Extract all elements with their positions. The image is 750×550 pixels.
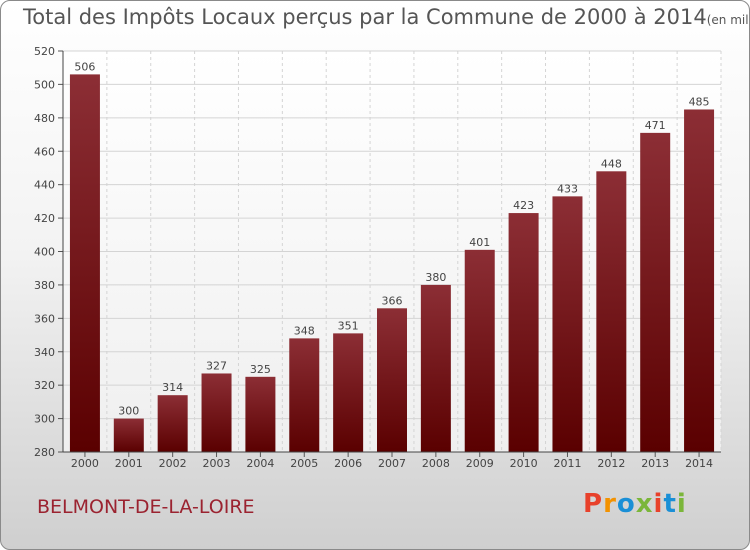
bar: [596, 171, 627, 453]
bar-value-label: 401: [469, 236, 490, 249]
bar-value-label: 314: [162, 381, 183, 394]
bar: [157, 395, 188, 452]
y-tick-label: 280: [34, 446, 55, 459]
x-tick-label: 2011: [553, 457, 581, 470]
logo-letter: x: [635, 489, 654, 519]
bar: [201, 373, 232, 452]
y-tick-label: 420: [34, 212, 55, 225]
y-tick-label: 480: [34, 112, 55, 125]
bar: [464, 249, 495, 452]
logo-letter: o: [616, 489, 636, 519]
bar-value-label: 448: [601, 157, 622, 170]
bar: [640, 132, 671, 452]
commune-name: BELMONT-DE-LA-LOIRE: [37, 496, 255, 518]
x-tick-label: 2013: [641, 457, 669, 470]
bar: [420, 284, 451, 452]
bar-value-label: 506: [74, 60, 95, 73]
y-tick-label: 300: [34, 413, 55, 426]
y-tick-label: 460: [34, 145, 55, 158]
x-tick-label: 2012: [597, 457, 625, 470]
bar: [245, 376, 276, 452]
title-unit: (en milliers d'€): [706, 13, 750, 27]
bar-value-label: 485: [689, 95, 710, 108]
chart-title: Total des Impôts Locaux perçus par la Co…: [23, 5, 750, 29]
bar-value-label: 366: [382, 294, 403, 307]
bar: [113, 418, 144, 452]
bar-value-label: 433: [557, 182, 578, 195]
logo-letter: P: [583, 489, 604, 519]
x-tick-label: 2004: [246, 457, 274, 470]
bar: [69, 74, 100, 453]
x-tick-label: 2003: [203, 457, 231, 470]
bar-value-label: 325: [250, 363, 271, 376]
bar: [684, 109, 715, 453]
proxiti-logo: Proxiti: [583, 489, 687, 519]
bar-value-label: 348: [294, 324, 315, 337]
x-tick-label: 2001: [115, 457, 143, 470]
bar: [289, 338, 320, 452]
x-tick-label: 2000: [71, 457, 99, 470]
bar-value-label: 300: [118, 405, 139, 418]
y-tick-label: 400: [34, 246, 55, 259]
bar-value-label: 351: [338, 319, 359, 332]
y-tick-label: 520: [34, 45, 55, 58]
bar-value-label: 327: [206, 359, 227, 372]
x-tick-label: 2008: [422, 457, 450, 470]
logo-letter: i: [653, 489, 664, 519]
x-tick-label: 2009: [466, 457, 494, 470]
bar-value-label: 423: [513, 199, 534, 212]
y-tick-label: 360: [34, 312, 55, 325]
x-tick-label: 2005: [290, 457, 318, 470]
bar-value-label: 380: [425, 271, 446, 284]
title-main: Total des Impôts Locaux perçus par la Co…: [23, 5, 707, 29]
bar: [508, 213, 539, 452]
x-tick-label: 2007: [378, 457, 406, 470]
logo-letter: i: [676, 489, 687, 519]
bar-value-label: 471: [645, 119, 666, 132]
x-tick-label: 2002: [159, 457, 187, 470]
bar: [377, 308, 407, 452]
y-tick-label: 340: [34, 346, 55, 359]
y-tick-label: 320: [34, 379, 55, 392]
x-tick-label: 2006: [334, 457, 362, 470]
logo-letter: r: [603, 489, 617, 519]
x-tick-label: 2014: [685, 457, 713, 470]
bar: [552, 196, 583, 452]
y-tick-label: 500: [34, 78, 55, 91]
y-tick-label: 440: [34, 179, 55, 192]
logo-letter: t: [663, 489, 677, 519]
y-tick-label: 380: [34, 279, 55, 292]
x-tick-label: 2010: [510, 457, 538, 470]
bar: [333, 333, 364, 452]
